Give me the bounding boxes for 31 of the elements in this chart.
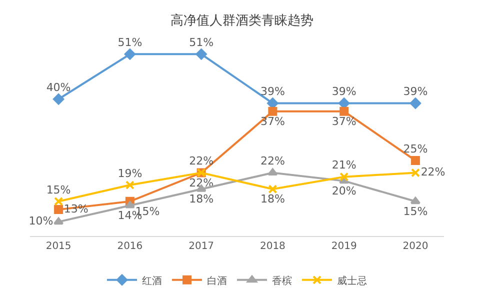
data-label: 39% [260,85,285,98]
data-label: 19% [118,166,142,180]
x-tick-label: 2017 [188,241,214,252]
x-tick-label: 2016 [117,241,143,252]
legend-label: 红酒 [142,274,162,287]
x-tick-label: 2020 [402,241,428,252]
data-label: 18% [189,192,214,206]
x-tick-label: 2019 [331,241,357,252]
data-label: 15% [46,183,71,196]
legend-label: 威士忌 [337,274,367,287]
x-tick-label: 2018 [260,241,286,252]
data-label: 22% [420,166,446,179]
legend-label: 白酒 [207,274,227,287]
data-label: 51% [118,36,142,50]
data-label: 20% [332,184,356,198]
data-label: 22% [189,154,214,168]
data-label: 21% [332,158,356,172]
data-label: 15% [403,205,428,218]
data-label: 51% [189,36,214,50]
legend-label: 香槟 [272,274,292,287]
data-label: 37% [332,115,356,128]
data-label: 25% [403,142,428,156]
data-label: 40% [46,81,71,94]
data-label: 18% [260,192,285,206]
data-label: 39% [403,85,428,98]
data-label: 39% [332,85,356,98]
chart-title: 高净值人群酒类青睐趋势 [170,12,314,28]
data-label: 37% [260,115,285,128]
data-label: 10% [28,214,54,228]
x-tick-label: 2015 [46,241,72,252]
data-label: 22% [260,154,285,168]
